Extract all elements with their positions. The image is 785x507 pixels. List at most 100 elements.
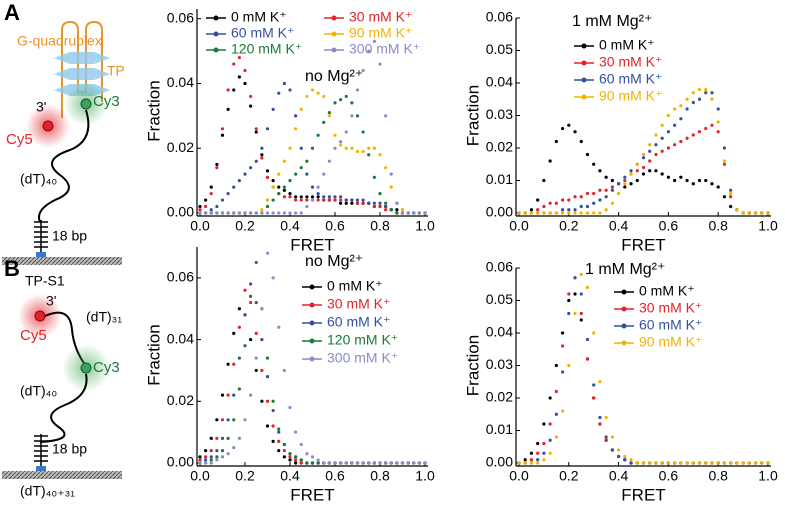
x-axis-label: FRET: [290, 235, 334, 254]
y-axis-label: Fraction: [144, 80, 163, 141]
x-tick-label: 0.0: [509, 218, 529, 234]
data-point: [704, 87, 708, 92]
data-point: [536, 458, 540, 462]
data-point: [635, 162, 639, 166]
data-point: [378, 461, 382, 465]
data-point: [604, 435, 608, 439]
annotation: 1 mM Mg²⁺: [572, 13, 652, 30]
y-tick-label: 0.03: [486, 356, 513, 372]
legend-marker: [621, 323, 627, 329]
data-point: [654, 461, 658, 465]
data-point: [722, 146, 727, 150]
y-tick-label: 0.02: [167, 392, 194, 408]
data-point: [237, 211, 241, 215]
legend-label: 60 mM K⁺: [599, 71, 662, 87]
data-point: [204, 461, 208, 465]
data-point: [548, 201, 552, 205]
data-point: [322, 120, 326, 124]
data-point: [204, 204, 208, 209]
legend-label: 0 mM K⁺: [599, 37, 655, 53]
data-point: [282, 442, 286, 447]
data-point: [316, 185, 320, 189]
data-point: [372, 39, 376, 43]
data-point: [384, 114, 388, 118]
data-point: [567, 211, 571, 215]
data-point: [198, 458, 202, 462]
data-point: [554, 435, 558, 439]
data-point: [685, 136, 689, 140]
data-point: [554, 211, 558, 215]
data-point: [554, 201, 558, 205]
data-point: [679, 104, 683, 108]
data-point: [523, 211, 527, 215]
construct-name: TP-S1: [25, 273, 65, 289]
data-point: [282, 185, 286, 189]
data-point: [288, 146, 292, 150]
data-point: [294, 195, 298, 199]
data-point: [249, 294, 253, 298]
data-point: [610, 448, 614, 452]
y-tick-label: 0.02: [486, 389, 513, 405]
data-point: [249, 282, 253, 286]
data-point: [260, 146, 264, 150]
data-point: [417, 461, 421, 465]
data-point: [333, 133, 337, 137]
quadruplex-label: G-quadruplex: [17, 33, 102, 49]
data-point: [560, 331, 565, 335]
y-tick-label: 0.00: [167, 454, 194, 470]
data-point: [271, 198, 275, 202]
data-point: [592, 201, 596, 205]
data-point: [237, 356, 241, 360]
data-point: [716, 461, 720, 465]
data-point: [673, 461, 677, 465]
data-point: [249, 166, 253, 170]
data-point: [378, 191, 382, 196]
data-point: [560, 211, 565, 215]
legend-label: 120 mM K⁺: [231, 41, 302, 57]
data-point: [260, 156, 264, 160]
data-point: [641, 461, 646, 465]
data-point: [592, 383, 596, 387]
data-point: [344, 130, 348, 134]
legend-label: 90 mM K⁺: [349, 25, 412, 41]
data-point: [299, 211, 303, 215]
data-point: [598, 422, 602, 426]
data-point: [265, 356, 270, 360]
legend-marker: [581, 94, 587, 100]
data-point: [254, 130, 258, 134]
data-point: [635, 461, 639, 465]
data-point: [305, 94, 309, 99]
data-point: [604, 208, 608, 212]
y-axis-label: Fraction: [463, 85, 482, 146]
data-point: [573, 292, 577, 296]
data-point: [406, 211, 410, 215]
data-point: [226, 452, 230, 456]
y-tick-label: 0.02: [167, 139, 194, 155]
data-point: [220, 436, 225, 440]
data-point: [204, 198, 208, 202]
data-point: [316, 195, 320, 199]
data-point: [629, 182, 633, 186]
data-point: [666, 461, 671, 465]
data-point: [372, 146, 376, 150]
data-point: [641, 156, 646, 160]
data-point: [237, 179, 241, 183]
data-point: [249, 393, 253, 397]
legend-marker: [621, 306, 627, 312]
cy5-dye: [34, 310, 46, 322]
data-point: [299, 461, 303, 465]
data-point: [355, 149, 360, 154]
data-point: [316, 461, 320, 465]
y-tick-label: 0.05: [486, 41, 513, 57]
data-point: [704, 91, 708, 95]
data-point: [260, 208, 264, 212]
data-point: [729, 204, 733, 209]
data-point: [660, 123, 664, 127]
data-point: [254, 211, 258, 215]
legend-label: 90 mM K⁺: [639, 334, 702, 350]
data-point: [232, 185, 236, 189]
data-point: [372, 204, 376, 209]
x-tick-label: 0.6: [659, 468, 679, 484]
data-point: [548, 159, 552, 163]
data-point: [579, 204, 583, 209]
